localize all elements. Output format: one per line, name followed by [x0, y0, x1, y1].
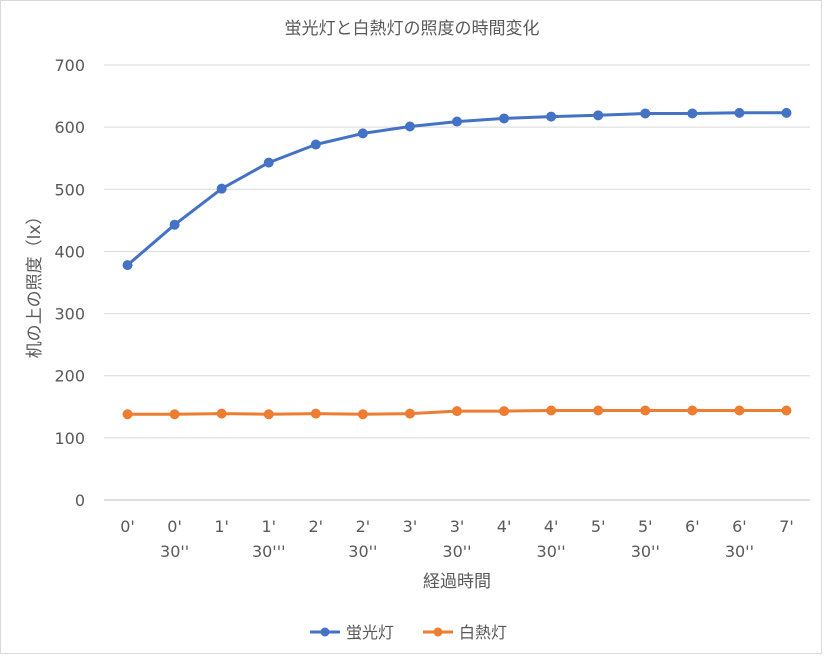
legend-swatch-marker — [433, 627, 443, 637]
data-point — [452, 116, 462, 127]
data-point — [499, 113, 510, 124]
x-tick-label: 5' — [591, 517, 606, 536]
legend-item: 蛍光灯 — [310, 623, 394, 642]
data-point — [546, 405, 557, 416]
data-point — [499, 406, 510, 417]
x-tick-label: 2' — [356, 517, 371, 536]
data-point — [593, 110, 604, 121]
data-point — [122, 409, 133, 420]
y-tick-label: 100 — [54, 429, 85, 448]
x-tick-label: 7' — [779, 517, 794, 536]
x-axis-label: 経過時間 — [423, 572, 491, 592]
data-point — [263, 157, 274, 168]
data-point — [310, 139, 321, 150]
data-point — [687, 405, 698, 416]
data-point — [593, 405, 604, 416]
x-tick-label: 4' — [497, 517, 512, 536]
data-point — [734, 405, 745, 416]
series-2 — [122, 405, 792, 420]
data-point — [122, 260, 133, 271]
y-axis-label: 机の上の照度（lx） — [25, 208, 45, 359]
legend: 蛍光灯 白熱灯 — [310, 623, 507, 642]
data-point — [310, 408, 321, 419]
data-point — [169, 409, 180, 420]
x-tick-label: 4' — [544, 517, 559, 536]
x-tick-label: 6' — [732, 517, 747, 536]
x-tick-label: 30'' — [348, 542, 377, 561]
data-point — [640, 108, 651, 119]
data-point — [546, 111, 557, 122]
data-point — [781, 405, 792, 416]
x-tick-label: 3' — [450, 517, 465, 536]
series-layer — [122, 107, 792, 420]
y-tick-label: 400 — [54, 242, 85, 261]
data-point — [357, 128, 368, 139]
x-tick-label: 30'' — [442, 542, 471, 561]
x-axis-ticks: 0' 0' 30'' 1' 1' 30''' 2' 2' 30'' 3' 3' 30'' 4' 4' 30'… — [120, 517, 794, 561]
x-tick-label: 3' — [403, 517, 418, 536]
y-tick-label: 500 — [54, 180, 85, 199]
y-tick-label: 200 — [54, 367, 85, 386]
x-tick-label: 30'' — [537, 542, 566, 561]
x-tick-label: 30''' — [252, 542, 286, 561]
y-tick-label: 0 — [75, 491, 85, 510]
x-tick-label: 0' — [120, 517, 135, 536]
x-tick-label: 30'' — [160, 542, 189, 561]
x-tick-label: 2' — [309, 517, 324, 536]
data-point — [216, 408, 227, 419]
data-point — [404, 408, 415, 419]
data-point — [781, 107, 792, 118]
x-tick-label: 6' — [685, 517, 700, 536]
y-tick-label: 600 — [54, 118, 85, 137]
legend-label: 白熱灯 — [459, 623, 507, 642]
x-tick-label: 30'' — [725, 542, 754, 561]
legend-swatch-marker — [320, 627, 330, 637]
x-tick-label: 1' — [261, 517, 276, 536]
series-1 — [122, 107, 792, 271]
y-axis-ticks: 0 100 200 300 400 500 600 700 — [54, 56, 85, 510]
data-point — [687, 108, 698, 119]
data-point — [734, 107, 745, 118]
y-tick-label: 700 — [54, 56, 85, 75]
data-point — [640, 405, 651, 416]
gridlines — [104, 64, 810, 501]
chart-title: 蛍光灯と白熱灯の照度の時間変化 — [285, 19, 540, 39]
data-point — [357, 409, 368, 420]
y-tick-label: 300 — [54, 305, 85, 324]
legend-label: 蛍光灯 — [346, 623, 394, 642]
x-tick-label: 0' — [167, 517, 182, 536]
x-tick-label: 5' — [638, 517, 653, 536]
data-point — [452, 406, 462, 417]
data-point — [169, 219, 180, 230]
data-point — [216, 183, 227, 194]
data-point — [263, 409, 274, 420]
legend-item: 白熱灯 — [423, 623, 507, 642]
x-tick-label: 30'' — [631, 542, 660, 561]
data-point — [404, 121, 415, 132]
x-tick-label: 1' — [214, 517, 229, 536]
